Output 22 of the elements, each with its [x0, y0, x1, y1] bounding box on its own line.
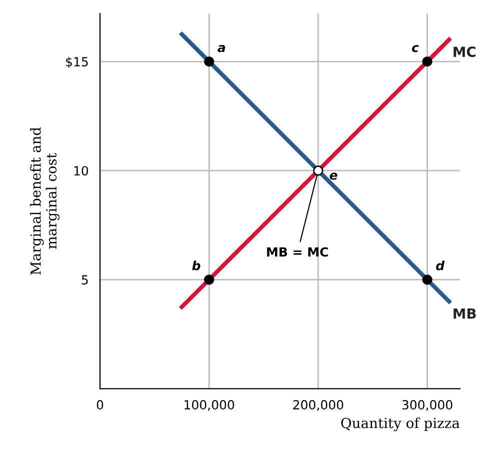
annotation: b: [192, 260, 200, 270]
point: [204, 56, 214, 67]
point: [313, 166, 324, 176]
point: [422, 56, 432, 67]
x-tick-label: 0: [96, 400, 104, 410]
point: [204, 274, 214, 285]
annotation: d: [436, 260, 445, 270]
annotation: e: [330, 172, 338, 180]
annotation: c: [412, 45, 419, 52]
point: [422, 274, 432, 285]
y-tick-label: $15: [66, 56, 88, 68]
y-tick-label: 10: [74, 166, 88, 176]
x-tick-label: 100,000: [184, 400, 234, 411]
series-label: MB: [454, 308, 476, 319]
y-tick-label: 5: [82, 275, 88, 285]
x-axis-title: Quantity of pizza: [341, 417, 460, 432]
annotation: MB = MC: [267, 247, 328, 257]
x-tick-label: 300,000: [402, 400, 452, 411]
x-tick-label: 200,000: [293, 400, 344, 411]
y-axis-title: Marginal benefit and marginal cost: [30, 127, 60, 275]
series-label: MC: [454, 46, 476, 58]
annotation: a: [218, 45, 226, 52]
